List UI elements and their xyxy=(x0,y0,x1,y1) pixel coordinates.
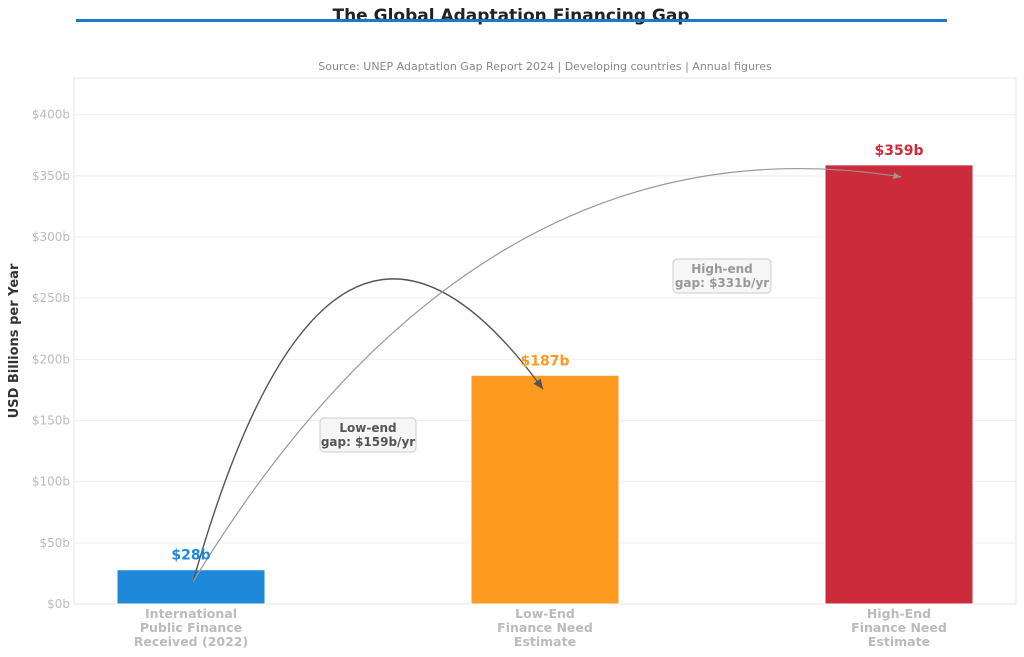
annotation-text: gap: $331b/yr xyxy=(675,276,769,290)
y-tick-label: $200b xyxy=(32,352,70,366)
y-tick-label: $400b xyxy=(32,108,70,122)
bar xyxy=(470,374,620,605)
y-tick-label: $300b xyxy=(32,230,70,244)
y-axis-label: USD Billions per Year xyxy=(7,263,22,418)
x-tick-label: Received (2022) xyxy=(134,634,248,649)
chart-subtitle: Source: UNEP Adaptation Gap Report 2024 … xyxy=(318,60,772,73)
y-tick-label: $150b xyxy=(32,414,70,428)
x-tick-label: Finance Need xyxy=(851,620,947,635)
bar xyxy=(824,164,974,605)
low-end-gap-arrow xyxy=(192,278,544,582)
bar-value-label: $359b xyxy=(875,143,924,159)
x-tick-label: Low-End xyxy=(515,606,575,621)
annotation-text: gap: $159b/yr xyxy=(321,435,415,449)
y-tick-label: $250b xyxy=(32,291,70,305)
high-end-gap-arrow xyxy=(192,167,902,583)
y-tick-label: $100b xyxy=(32,475,70,489)
bar xyxy=(116,569,266,605)
y-tick-label: $0b xyxy=(47,597,70,611)
chart-title: The Global Adaptation Financing Gap xyxy=(332,6,689,26)
bar-value-label: $187b xyxy=(521,353,570,369)
y-tick-label: $350b xyxy=(32,169,70,183)
x-tick-label: International xyxy=(145,606,237,621)
bar-value-label: $28b xyxy=(171,548,210,564)
annotation-box xyxy=(319,417,417,453)
annotation-text: Low-end xyxy=(339,421,396,435)
annotation-text: High-end xyxy=(691,262,753,276)
annotation-box xyxy=(672,258,772,294)
x-tick-label: Finance Need xyxy=(497,620,593,635)
bars xyxy=(116,164,974,605)
x-tick-label: High-End xyxy=(867,606,931,621)
value-labels: $28b $187b $359b xyxy=(171,143,923,564)
y-axis: $0b $50b $100b $150b $200b $250b $300b $350b $40… xyxy=(32,108,70,611)
x-tick-label: Public Finance xyxy=(140,620,242,635)
x-tick-label: Estimate xyxy=(514,634,576,649)
x-tick-label: Estimate xyxy=(868,634,930,649)
y-tick-label: $50b xyxy=(39,536,70,550)
gap-arrows xyxy=(192,167,902,583)
